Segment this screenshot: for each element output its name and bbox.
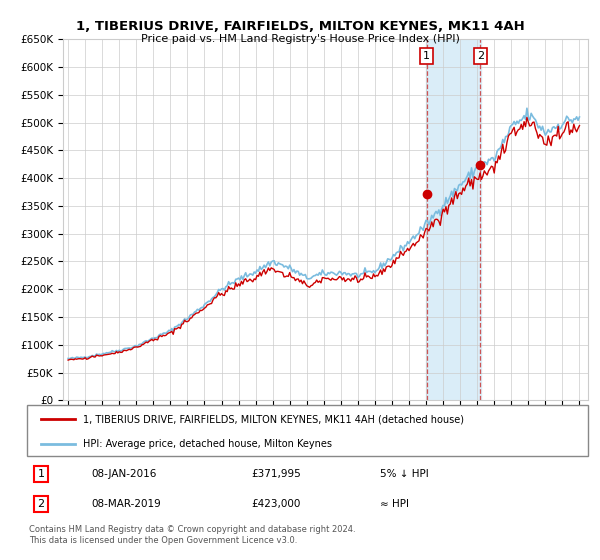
Text: 5% ↓ HPI: 5% ↓ HPI — [380, 469, 429, 479]
Text: 1, TIBERIUS DRIVE, FAIRFIELDS, MILTON KEYNES, MK11 4AH: 1, TIBERIUS DRIVE, FAIRFIELDS, MILTON KE… — [76, 20, 524, 32]
Text: HPI: Average price, detached house, Milton Keynes: HPI: Average price, detached house, Milt… — [83, 438, 332, 449]
Text: 1: 1 — [38, 469, 44, 479]
Bar — [426, 39, 481, 400]
Text: Contains HM Land Registry data © Crown copyright and database right 2024.
This d: Contains HM Land Registry data © Crown c… — [29, 525, 355, 545]
Text: £371,995: £371,995 — [251, 469, 301, 479]
Text: 1, TIBERIUS DRIVE, FAIRFIELDS, MILTON KEYNES, MK11 4AH (detached house): 1, TIBERIUS DRIVE, FAIRFIELDS, MILTON KE… — [83, 414, 464, 424]
FancyBboxPatch shape — [27, 405, 588, 456]
Text: 08-JAN-2016: 08-JAN-2016 — [92, 469, 157, 479]
Text: 2: 2 — [477, 51, 484, 61]
Text: ≈ HPI: ≈ HPI — [380, 500, 409, 510]
Text: 08-MAR-2019: 08-MAR-2019 — [92, 500, 161, 510]
Text: 1: 1 — [423, 51, 430, 61]
Text: £423,000: £423,000 — [251, 500, 301, 510]
Text: Price paid vs. HM Land Registry's House Price Index (HPI): Price paid vs. HM Land Registry's House … — [140, 34, 460, 44]
Text: 2: 2 — [37, 500, 44, 510]
